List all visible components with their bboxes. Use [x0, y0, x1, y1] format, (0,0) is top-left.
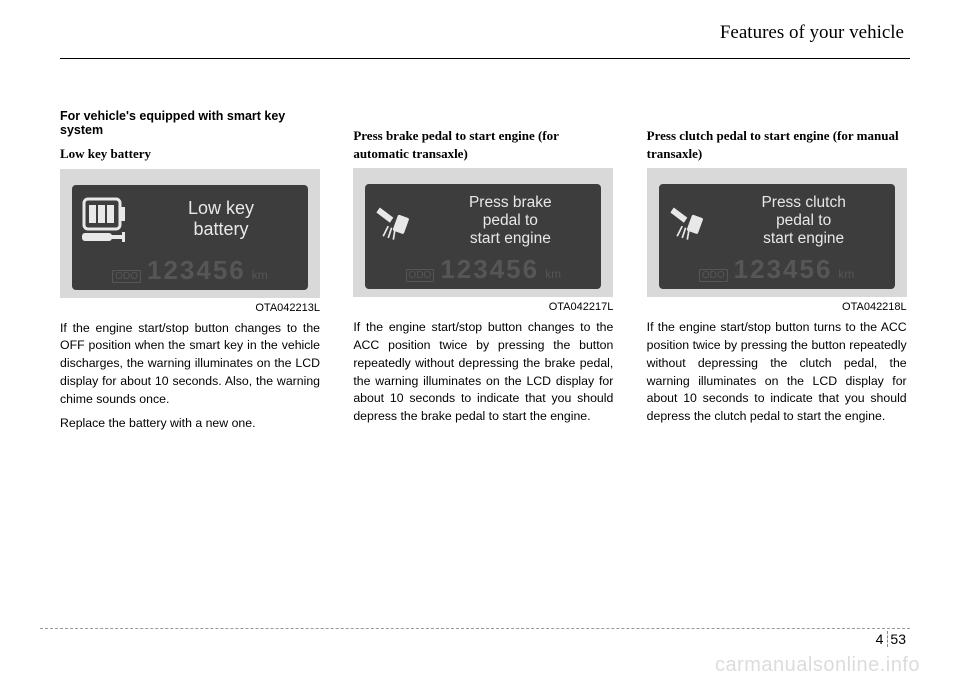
page-number: 453	[870, 631, 906, 647]
lcd3-line2: pedal to	[776, 212, 831, 229]
lcd2-odo: ODO 123456 km	[373, 254, 593, 285]
section-title: For vehicle's equipped with smart key sy…	[60, 109, 323, 137]
foot-pedal-icon	[373, 197, 417, 245]
lcd1-line2: battery	[193, 219, 248, 239]
column-2: Press brake pedal to start engine (for a…	[353, 109, 616, 439]
content-row: For vehicle's equipped with smart key sy…	[60, 109, 910, 439]
lcd3-text: Press clutch pedal to start engine	[721, 194, 887, 247]
lcd2-line2: pedal to	[483, 212, 538, 229]
col3-para1: If the engine start/stop button turns to…	[647, 319, 907, 426]
lcd2-line3: start engine	[470, 230, 551, 247]
odo-value: 123456	[734, 254, 833, 285]
odo-unit: km	[545, 267, 561, 281]
lcd-figure-1: Low key battery ODO 123456 km	[60, 169, 320, 298]
header-rule	[60, 58, 910, 59]
lcd1-line1: Low key	[188, 198, 254, 218]
odo-label: ODO	[112, 270, 141, 283]
page-header-title: Features of your vehicle	[714, 22, 910, 44]
manual-page: Features of your vehicle For vehicle's e…	[0, 0, 960, 689]
figure-code-1: OTA042213L	[60, 302, 320, 314]
odo-unit: km	[252, 268, 268, 282]
page-number-value: 53	[890, 631, 906, 647]
lcd-figure-3: Press clutch pedal to start engine ODO 1…	[647, 168, 907, 297]
section-number: 4	[870, 631, 888, 647]
col1-para2: Replace the battery with a new one.	[60, 415, 320, 433]
lcd-figure-2: Press brake pedal to start engine ODO 12…	[353, 168, 613, 297]
lcd1-text: Low key battery	[142, 198, 300, 239]
column-1: For vehicle's equipped with smart key sy…	[60, 109, 323, 439]
lcd3-line3: start engine	[763, 230, 844, 247]
footer-dashed-line	[40, 628, 910, 629]
col1-heading: Low key battery	[60, 145, 323, 163]
lcd2-text: Press brake pedal to start engine	[427, 194, 593, 247]
odo-label: ODO	[406, 269, 435, 282]
lcd3-odo: ODO 123456 km	[667, 254, 887, 285]
col2-para1: If the engine start/stop button changes …	[353, 319, 613, 426]
odo-value: 123456	[147, 255, 246, 286]
col2-heading: Press brake pedal to start engine (for a…	[353, 127, 616, 162]
battery-key-icon	[80, 195, 132, 243]
odo-value: 123456	[440, 254, 539, 285]
lcd2-line1: Press brake	[469, 194, 552, 211]
figure-code-2: OTA042217L	[353, 301, 613, 313]
lcd1-odo: ODO 123456 km	[80, 255, 300, 286]
watermark: carmanualsonline.info	[715, 654, 920, 677]
column-3: Press clutch pedal to start engine (for …	[647, 109, 910, 439]
odo-unit: km	[838, 267, 854, 281]
col3-heading: Press clutch pedal to start engine (for …	[647, 127, 910, 162]
figure-code-3: OTA042218L	[647, 301, 907, 313]
lcd3-line1: Press clutch	[761, 194, 845, 211]
col1-para1: If the engine start/stop button changes …	[60, 320, 320, 409]
foot-pedal-icon	[667, 197, 711, 245]
odo-label: ODO	[699, 269, 728, 282]
